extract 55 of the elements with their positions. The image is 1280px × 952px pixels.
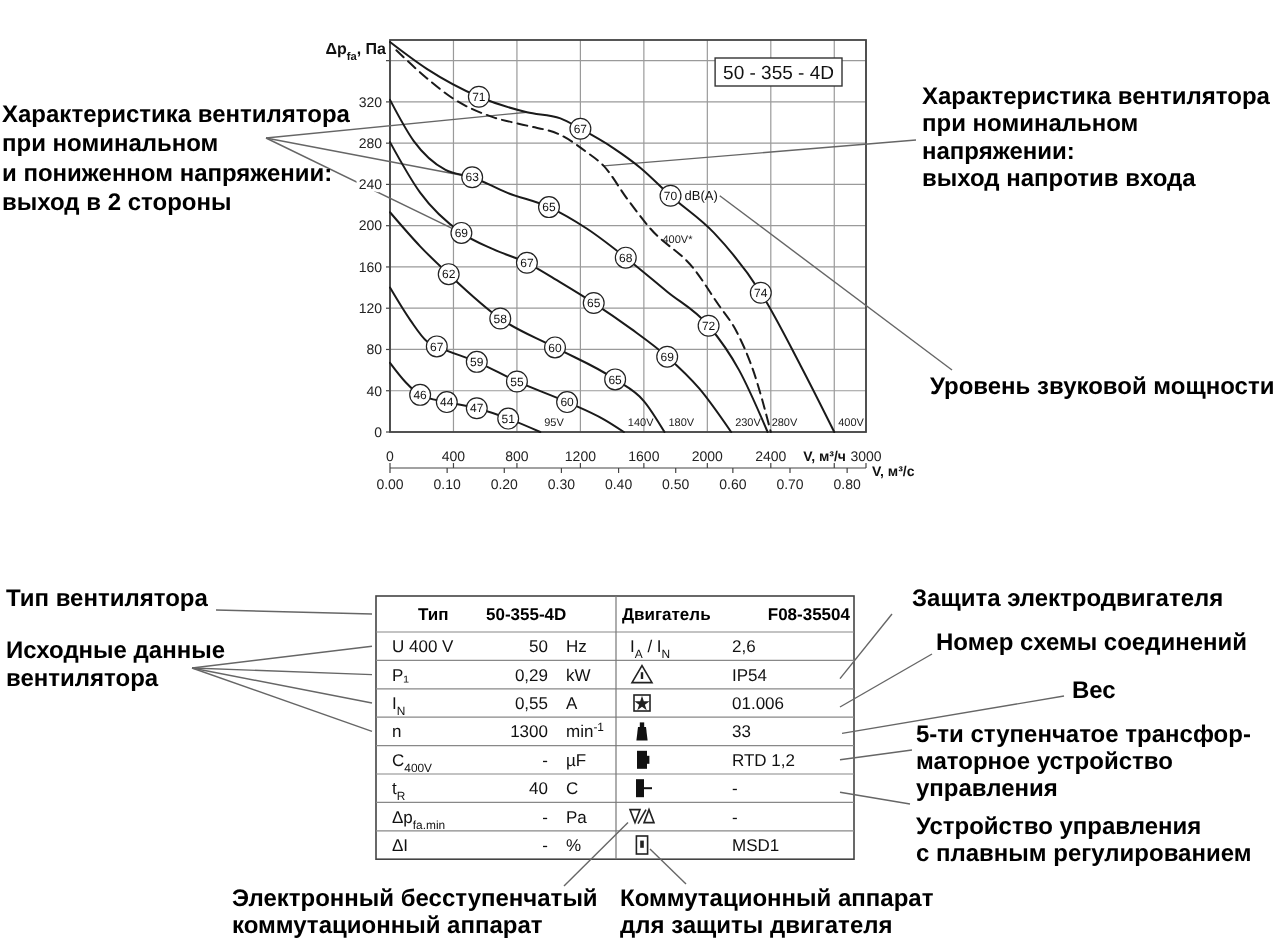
line-series	[389, 286, 625, 433]
text: Уровень звуковой мощности	[930, 372, 1275, 400]
text: Защита электродвигателя	[912, 584, 1224, 612]
text: 50	[529, 636, 548, 657]
text: 2,6	[732, 636, 756, 657]
text: Электронный бесступенчатый коммутационный аппарат	[232, 884, 598, 939]
text: Исходные данные вентилятора	[6, 636, 226, 692]
text: Характеристика вентилятора при номинальном и пониженном напряжении: выход в 2 стороны	[2, 100, 351, 217]
text: C	[566, 778, 579, 799]
line-series	[389, 141, 733, 433]
text: I$_{N}$	[392, 693, 406, 719]
text: -	[542, 806, 548, 827]
text: kW	[566, 664, 591, 685]
text: Коммутационный аппарат для защиты двигателя	[620, 884, 934, 939]
line-series	[389, 361, 542, 433]
text: 40	[529, 778, 548, 799]
text: 50 - 355 - 4D	[723, 63, 835, 85]
text: %	[566, 835, 582, 855]
text: Устройство управления с плавным регулированием	[916, 812, 1252, 868]
text: MSD1	[732, 835, 780, 855]
text: Двигатель	[622, 604, 711, 625]
text: n	[392, 721, 402, 742]
text: µF	[566, 749, 587, 770]
text: Номер схемы соединений	[936, 628, 1248, 656]
text: Pa	[566, 806, 587, 827]
text: Характеристика вентилятора при номинальном напряжении: выход напротив входа	[922, 82, 1271, 193]
text: P₁	[392, 664, 410, 685]
text: A	[566, 693, 578, 713]
text: IP54	[732, 664, 767, 685]
text: min$^{-1}$	[566, 721, 604, 742]
text: 33	[732, 721, 751, 742]
text: 5-ти ступенчатое трансфор- маторное устройство управления	[916, 720, 1251, 803]
text: Hz	[566, 636, 587, 657]
text: -	[542, 749, 548, 770]
text: U 400 V	[392, 636, 454, 657]
text: RTD 1,2	[732, 749, 795, 770]
text: 50-355-4D	[486, 604, 567, 625]
text: Тип вентилятора	[6, 584, 209, 612]
text: 0,29	[514, 664, 548, 685]
text: 1300	[510, 721, 548, 742]
text: 0,55	[514, 693, 548, 713]
line-series	[389, 41, 836, 433]
text: -	[732, 806, 738, 827]
text: F08-35504	[767, 604, 850, 625]
text: -	[542, 835, 548, 855]
text: t$_{R}$	[392, 778, 406, 805]
text: Вес	[1072, 676, 1117, 704]
text: C$_{400V}$	[392, 749, 433, 776]
text: Δp$_{fa.min}$	[392, 806, 446, 833]
y-axis-title: Δp$_{fa}$, Па	[325, 40, 388, 64]
text: 01.006	[732, 693, 784, 713]
text: I$_{A}$ / I$_{N}$	[630, 636, 671, 663]
text: ΔI	[392, 835, 409, 855]
text: Тип	[418, 604, 449, 625]
text: -	[732, 778, 738, 799]
